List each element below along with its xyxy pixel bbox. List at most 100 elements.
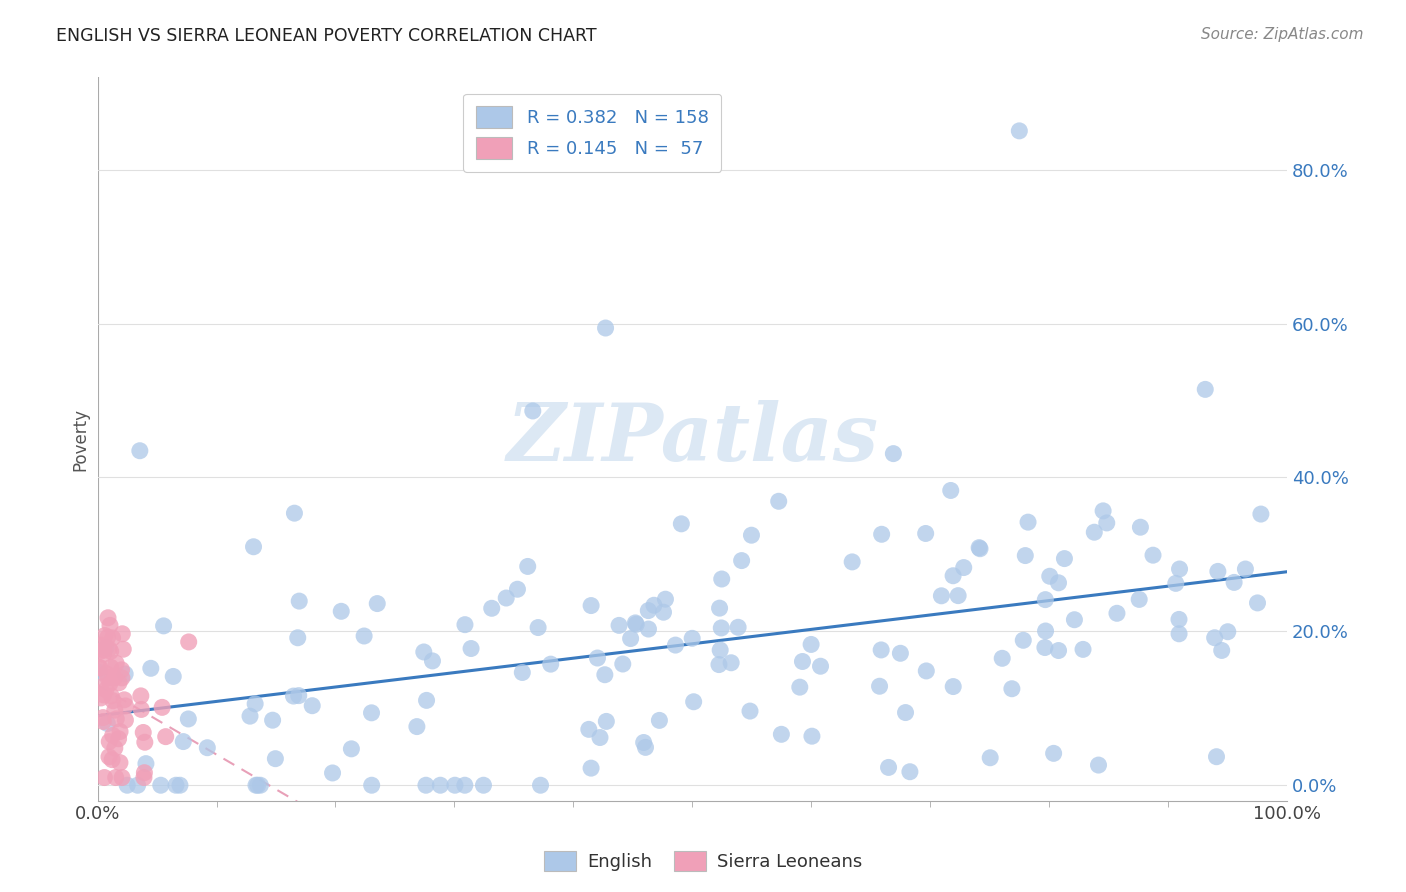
Point <box>952 560 974 574</box>
Point <box>444 778 467 792</box>
Legend: R = 0.382   N = 158, R = 0.145   N =  57: R = 0.382 N = 158, R = 0.145 N = 57 <box>464 94 721 172</box>
Point <box>633 735 655 749</box>
Point <box>111 627 134 641</box>
Point <box>115 778 138 792</box>
Point <box>1053 551 1076 566</box>
Point <box>707 657 730 672</box>
Point <box>132 771 155 785</box>
Point <box>104 741 127 756</box>
Point <box>1095 516 1118 530</box>
Point <box>898 764 921 779</box>
Point <box>108 675 131 690</box>
Point <box>979 751 1001 765</box>
Point <box>1204 631 1226 645</box>
Point <box>108 756 131 770</box>
Point <box>789 680 811 694</box>
Point <box>709 601 731 615</box>
Point <box>96 716 118 731</box>
Point <box>134 765 156 780</box>
Point <box>664 638 686 652</box>
Point <box>129 702 152 716</box>
Point <box>637 622 659 636</box>
Point <box>287 631 309 645</box>
Point <box>132 725 155 739</box>
Point <box>1035 624 1057 638</box>
Point <box>589 731 612 745</box>
Point <box>1063 613 1085 627</box>
Point <box>889 646 911 660</box>
Point <box>942 568 965 582</box>
Point <box>942 680 965 694</box>
Point <box>579 599 602 613</box>
Point <box>239 709 262 723</box>
Point <box>90 638 112 652</box>
Point <box>869 679 891 693</box>
Point <box>169 778 191 792</box>
Point <box>738 704 761 718</box>
Point <box>634 740 657 755</box>
Point <box>93 688 115 702</box>
Point <box>91 714 114 729</box>
Point <box>97 630 120 644</box>
Point <box>1047 575 1070 590</box>
Point <box>637 604 659 618</box>
Point <box>93 648 115 662</box>
Point <box>429 778 451 792</box>
Point <box>107 731 129 746</box>
Point <box>1071 642 1094 657</box>
Point <box>481 601 503 615</box>
Point <box>882 447 904 461</box>
Point <box>105 657 128 671</box>
Point <box>262 713 284 727</box>
Point <box>249 778 271 792</box>
Point <box>1001 681 1024 696</box>
Point <box>287 689 309 703</box>
Point <box>1033 640 1056 655</box>
Point <box>472 778 495 792</box>
Point <box>112 693 135 707</box>
Point <box>94 682 117 697</box>
Point <box>94 640 117 655</box>
Point <box>586 651 609 665</box>
Point <box>624 615 647 630</box>
Point <box>100 644 122 658</box>
Point <box>101 728 124 742</box>
Text: ENGLISH VS SIERRA LEONEAN POVERTY CORRELATION CHART: ENGLISH VS SIERRA LEONEAN POVERTY CORREL… <box>56 27 598 45</box>
Point <box>98 749 121 764</box>
Text: ZIPatlas: ZIPatlas <box>506 401 879 478</box>
Point <box>340 742 363 756</box>
Point <box>671 516 693 531</box>
Point <box>98 676 121 690</box>
Point <box>510 665 533 680</box>
Point <box>100 689 122 703</box>
Point <box>1039 569 1062 583</box>
Point <box>800 637 823 651</box>
Point <box>101 631 124 645</box>
Text: Source: ZipAtlas.com: Source: ZipAtlas.com <box>1201 27 1364 42</box>
Point <box>870 643 893 657</box>
Point <box>134 735 156 749</box>
Point <box>894 706 917 720</box>
Point <box>529 778 551 792</box>
Point <box>626 617 648 632</box>
Point <box>1012 633 1035 648</box>
Point <box>1129 520 1152 534</box>
Point <box>727 620 749 634</box>
Point <box>810 659 832 673</box>
Point <box>110 663 132 677</box>
Point <box>967 541 990 555</box>
Point <box>172 734 194 748</box>
Point <box>246 778 269 792</box>
Point <box>195 740 218 755</box>
Point <box>540 657 562 672</box>
Point <box>91 643 114 657</box>
Point <box>1194 383 1216 397</box>
Point <box>454 778 477 792</box>
Point <box>101 753 124 767</box>
Point <box>353 629 375 643</box>
Point <box>301 698 323 713</box>
Point <box>770 727 793 741</box>
Point <box>768 494 790 508</box>
Point <box>914 526 936 541</box>
Point <box>710 621 733 635</box>
